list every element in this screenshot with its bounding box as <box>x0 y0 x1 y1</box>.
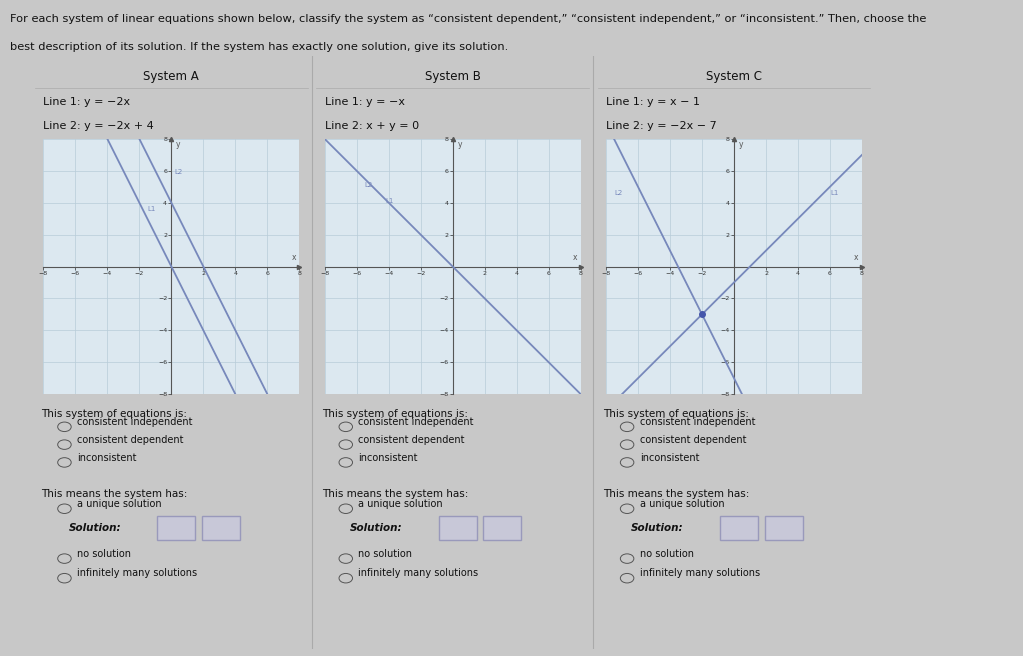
Text: a unique solution: a unique solution <box>639 499 724 509</box>
Text: no solution: no solution <box>77 549 131 559</box>
Text: Solution:: Solution: <box>631 523 684 533</box>
Text: Line 1: y = x − 1: Line 1: y = x − 1 <box>606 97 700 108</box>
Text: consistent independent: consistent independent <box>77 417 192 427</box>
Text: x: x <box>292 253 296 262</box>
Text: This means the system has:: This means the system has: <box>604 489 750 499</box>
Text: Line 2: y = −2x + 4: Line 2: y = −2x + 4 <box>43 121 154 131</box>
Text: x: x <box>854 253 858 262</box>
Text: inconsistent: inconsistent <box>639 453 700 462</box>
Text: This system of equations is:: This system of equations is: <box>41 409 187 419</box>
Text: inconsistent: inconsistent <box>358 453 418 462</box>
Text: L2: L2 <box>364 182 373 188</box>
Bar <box>439 516 477 540</box>
Text: infinitely many solutions: infinitely many solutions <box>77 569 197 579</box>
Bar <box>720 516 758 540</box>
Text: consistent dependent: consistent dependent <box>358 435 464 445</box>
Text: System A: System A <box>143 70 199 83</box>
Text: System B: System B <box>425 70 481 83</box>
Text: L1: L1 <box>147 206 155 212</box>
Text: For each system of linear equations shown below, classify the system as “consist: For each system of linear equations show… <box>10 14 927 24</box>
Bar <box>202 516 240 540</box>
Text: This means the system has:: This means the system has: <box>41 489 187 499</box>
Text: y: y <box>739 140 744 149</box>
Text: best description of its solution. If the system has exactly one solution, give i: best description of its solution. If the… <box>10 42 508 52</box>
Text: This means the system has:: This means the system has: <box>322 489 469 499</box>
Text: consistent dependent: consistent dependent <box>77 435 183 445</box>
Text: L2: L2 <box>175 169 183 175</box>
Text: a unique solution: a unique solution <box>358 499 443 509</box>
Text: x: x <box>573 253 577 262</box>
Text: This system of equations is:: This system of equations is: <box>322 409 469 419</box>
Text: consistent dependent: consistent dependent <box>639 435 746 445</box>
Text: infinitely many solutions: infinitely many solutions <box>639 569 760 579</box>
Text: This system of equations is:: This system of equations is: <box>604 409 750 419</box>
Text: L1: L1 <box>386 197 394 204</box>
Text: infinitely many solutions: infinitely many solutions <box>358 569 479 579</box>
Bar <box>483 516 522 540</box>
Text: Solution:: Solution: <box>69 523 122 533</box>
Text: a unique solution: a unique solution <box>77 499 162 509</box>
Text: y: y <box>176 140 181 149</box>
Text: y: y <box>457 140 462 149</box>
Text: System C: System C <box>706 70 762 83</box>
Text: Line 2: x + y = 0: Line 2: x + y = 0 <box>324 121 418 131</box>
Text: Line 1: y = −2x: Line 1: y = −2x <box>43 97 131 108</box>
Text: consistent independent: consistent independent <box>358 417 474 427</box>
Text: Solution:: Solution: <box>350 523 403 533</box>
Text: inconsistent: inconsistent <box>77 453 137 462</box>
Bar <box>764 516 803 540</box>
Text: no solution: no solution <box>358 549 412 559</box>
Text: no solution: no solution <box>639 549 694 559</box>
Text: L1: L1 <box>830 190 839 195</box>
Text: Line 1: y = −x: Line 1: y = −x <box>324 97 405 108</box>
Text: Line 2: y = −2x − 7: Line 2: y = −2x − 7 <box>606 121 717 131</box>
Bar <box>158 516 195 540</box>
Text: consistent independent: consistent independent <box>639 417 755 427</box>
Text: L2: L2 <box>614 190 622 195</box>
